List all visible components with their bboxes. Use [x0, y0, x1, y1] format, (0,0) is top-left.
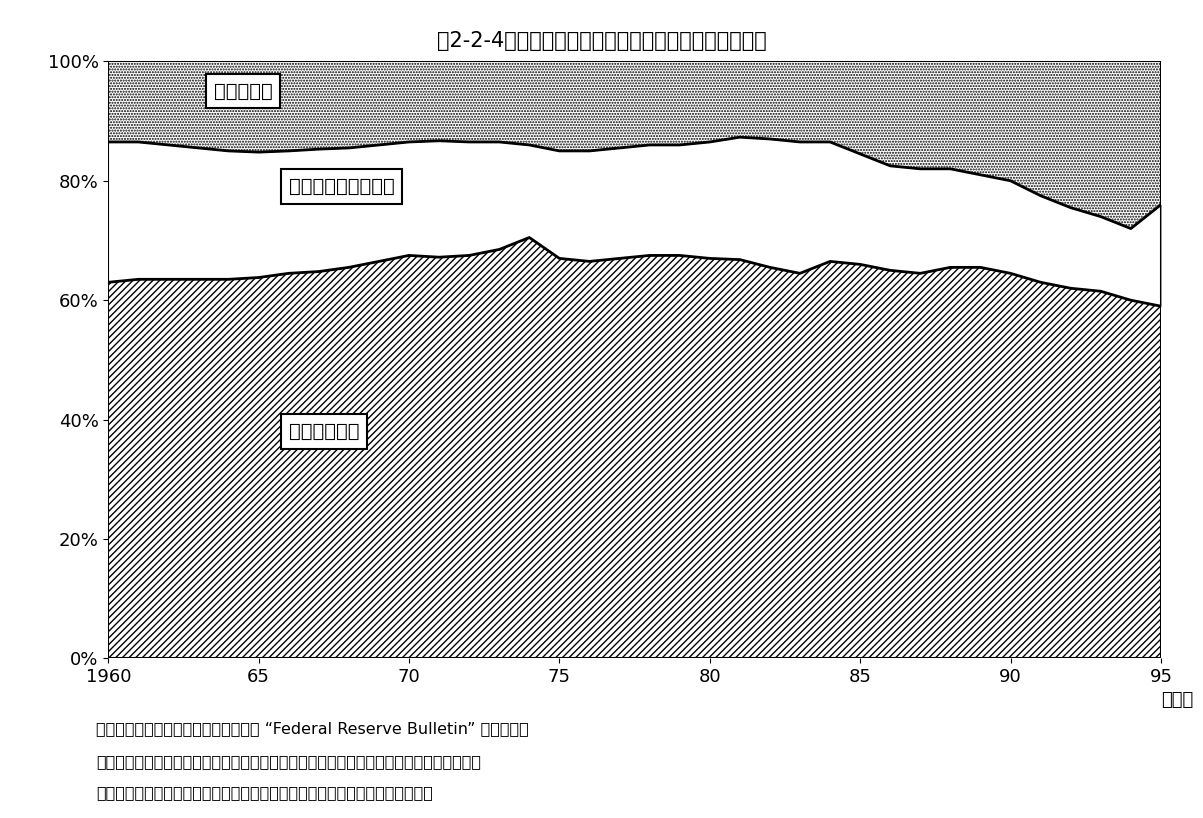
Text: （外為・証券・デリバティブ等の業務）収入、その他非利子収入を含む。: （外為・証券・デリバティブ等の業務）収入、その他非利子収入を含む。: [96, 785, 433, 800]
Text: 第2-2-4図　低下する商業銀行の貸付利子収入ウェイト: 第2-2-4図 低下する商業銀行の貸付利子収入ウェイト: [437, 31, 766, 51]
Text: 非金利収入: 非金利収入: [213, 82, 272, 101]
Text: （出所）アメリカ連邦準備制度理事会 “Federal Reserve Bulletin” より作成。: （出所）アメリカ連邦準備制度理事会 “Federal Reserve Bulle…: [96, 721, 529, 736]
Text: （注）非金利収入には、預金関連サービス収入、信託サービス収入、トレーディング業務: （注）非金利収入には、預金関連サービス収入、信託サービス収入、トレーディング業務: [96, 754, 481, 769]
Text: （年）: （年）: [1161, 691, 1193, 709]
Text: 貸付利子収入: 貸付利子収入: [289, 422, 360, 441]
Text: 投資証券利子収入他: 投資証券利子収入他: [289, 178, 395, 196]
